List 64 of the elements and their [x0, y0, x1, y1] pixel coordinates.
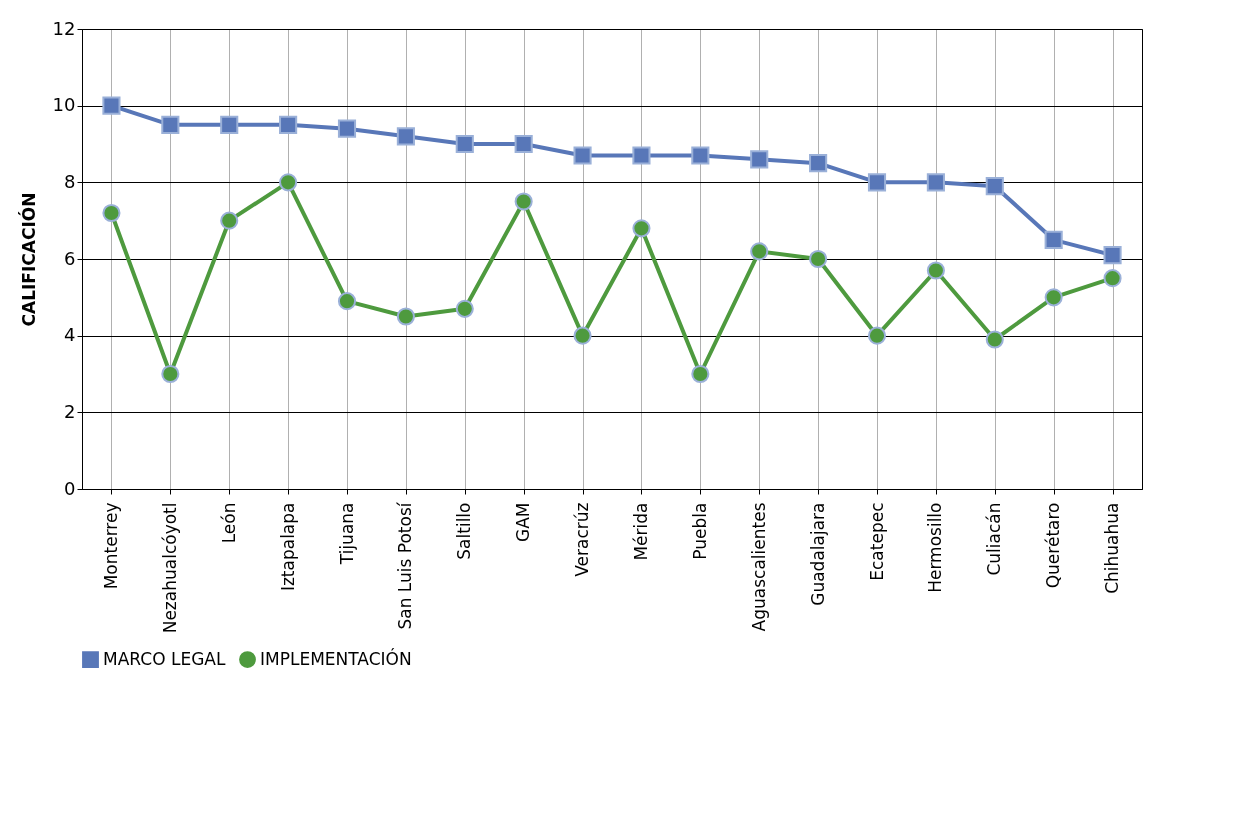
point: [1103, 246, 1122, 265]
x-tick-label: León: [218, 502, 239, 544]
y-tick-label: 12: [52, 17, 76, 39]
point: [809, 249, 828, 269]
x-tick-label: Aguascalientes: [748, 502, 769, 632]
point: [337, 292, 357, 311]
y-tick-label: 10: [52, 94, 76, 116]
point: [1103, 269, 1122, 288]
x-tick-label: Monterrey: [100, 502, 121, 590]
y-tick-label: 0: [64, 477, 76, 499]
x-tick-label: Hermosillo: [925, 502, 946, 593]
x-tick-label: Nezahualcóyotl: [159, 502, 180, 634]
x-tick-label: Mérida: [630, 502, 651, 561]
point: [573, 326, 592, 345]
point: [396, 307, 415, 326]
point: [926, 261, 945, 280]
point: [926, 173, 945, 192]
x-tick-label: Tijuana: [336, 502, 357, 566]
point: [632, 219, 651, 238]
x-tick-label: San Luis Potosí: [395, 501, 416, 630]
point: [220, 115, 239, 134]
point: [161, 115, 180, 134]
point: [514, 192, 533, 211]
x-tick-label: Veracrúz: [572, 502, 593, 577]
y-tick-label: 8: [64, 170, 76, 192]
point: [279, 115, 298, 134]
point: [220, 211, 239, 230]
point: [691, 364, 710, 384]
y-axis-title: CALIFICACIÓN: [17, 192, 39, 327]
x-tick-label: Guadalajara: [807, 502, 828, 606]
point: [867, 173, 887, 192]
point: [573, 146, 592, 165]
point: [985, 330, 1004, 349]
point: [514, 134, 533, 154]
legend-label: MARCO LEGAL: [103, 648, 226, 669]
point: [632, 146, 651, 165]
y-tick-label: 2: [64, 400, 76, 422]
point: [455, 299, 474, 318]
legend-label: IMPLEMENTACIÓN: [260, 647, 412, 669]
x-tick-label: Chihuahua: [1102, 502, 1123, 594]
x-tick-label: Saltillo: [454, 502, 475, 560]
point: [1044, 230, 1063, 249]
y-tick-label: 6: [64, 247, 76, 269]
point: [867, 326, 887, 345]
x-tick-label: Puebla: [689, 502, 710, 560]
point: [809, 154, 828, 173]
x-tick-label: GAM: [513, 502, 534, 542]
x-tick-label: Querétaro: [1043, 502, 1064, 589]
point: [750, 150, 769, 169]
point: [691, 146, 710, 165]
point: [396, 127, 415, 146]
x-tick-label: Ecatepec: [866, 502, 887, 581]
point: [455, 134, 474, 154]
point: [985, 177, 1004, 196]
point: [102, 96, 121, 115]
point: [279, 173, 298, 192]
point: [750, 242, 769, 261]
point: [102, 203, 121, 223]
y-tick-label: 4: [64, 324, 76, 346]
point: [337, 119, 357, 138]
point: [161, 364, 180, 384]
point: [1044, 288, 1063, 307]
x-tick-label: Culiacán: [984, 502, 1005, 576]
x-tick-label: Iztapalapa: [277, 502, 298, 592]
